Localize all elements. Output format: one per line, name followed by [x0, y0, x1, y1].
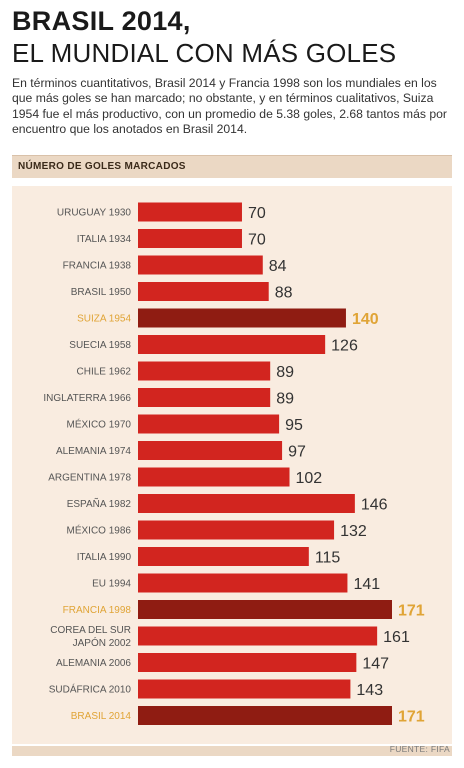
value-label: 115 — [315, 550, 341, 567]
bar — [138, 520, 335, 540]
value-label: 171 — [398, 709, 425, 726]
bar — [138, 626, 378, 646]
category-label: SUDÁFRICA 2010 — [49, 683, 132, 696]
bar — [138, 573, 348, 593]
bar — [138, 653, 357, 672]
category-label: ESPAÑA 1982 — [67, 497, 132, 510]
bar — [138, 679, 351, 699]
category-label: FRANCIA 1998 — [63, 605, 132, 616]
category-label: ITALIA 1934 — [77, 234, 132, 245]
footer-bar — [12, 746, 452, 756]
chart-header-bar: NÚMERO DE GOLES MARCADOS — [12, 155, 452, 178]
category-label: BRASIL 1950 — [71, 287, 132, 298]
category-label: INGLATERRA 1966 — [43, 393, 131, 404]
bar — [138, 547, 309, 566]
category-label: EU 1994 — [92, 579, 131, 590]
bar — [138, 282, 269, 301]
category-label: CHILE 1962 — [77, 367, 132, 378]
value-label: 161 — [383, 629, 410, 646]
category-label: ITALIA 1990 — [77, 552, 132, 563]
category-label: MÉXICO 1986 — [67, 524, 132, 537]
category-label: SUECIA 1958 — [69, 340, 131, 351]
bar — [138, 255, 263, 275]
value-label: 171 — [398, 603, 425, 620]
chart-area: URUGUAY 1930 70 ITALIA 1934 70 FRANCIA 1938 8… — [12, 186, 452, 744]
value-label: 147 — [362, 656, 389, 673]
bar — [138, 335, 326, 354]
value-label: 95 — [285, 417, 303, 434]
category-label: SUIZA 1954 — [77, 314, 131, 325]
category-label: ALEMANIA 2006 — [56, 658, 131, 669]
category-label: ARGENTINA 1978 — [48, 473, 131, 484]
value-label: 140 — [352, 311, 379, 328]
bar — [138, 494, 355, 513]
source-label: FUENTE: FIFA — [389, 744, 450, 754]
chart-title: BRASIL 2014, — [12, 6, 191, 36]
bar — [138, 202, 242, 222]
chart-header-label: NÚMERO DE GOLES MARCADOS — [18, 161, 186, 172]
bar — [138, 229, 242, 248]
bar — [138, 600, 392, 619]
value-label: 89 — [276, 391, 294, 408]
category-label: ALEMANIA 1974 — [56, 446, 131, 457]
value-label: 70 — [248, 232, 266, 249]
bar — [138, 361, 271, 381]
bar — [138, 467, 290, 487]
bar — [138, 308, 346, 328]
bar — [138, 706, 392, 725]
chart-subtitle: EL MUNDIAL CON MÁS GOLES — [12, 38, 397, 68]
category-label: URUGUAY 1930 — [57, 208, 132, 219]
category-label: FRANCIA 1938 — [63, 261, 132, 272]
value-label: 102 — [296, 470, 323, 487]
bar — [138, 388, 271, 407]
value-label: 84 — [269, 258, 287, 275]
intro-paragraph: En términos cuantitativos, Brasil 2014 y… — [12, 76, 447, 136]
value-label: 132 — [340, 523, 367, 540]
category-label: BRASIL 2014 — [71, 711, 132, 722]
value-label: 89 — [276, 364, 294, 381]
value-label: 88 — [275, 285, 293, 302]
value-label: 146 — [361, 497, 388, 514]
bar — [138, 414, 280, 434]
value-label: 97 — [288, 444, 306, 461]
category-label: COREA DEL SUR JAPÓN 2002 — [50, 625, 131, 649]
category-label: MÉXICO 1970 — [67, 418, 132, 431]
value-label: 143 — [356, 682, 383, 699]
value-label: 141 — [353, 576, 380, 593]
bar-chart: URUGUAY 1930 70 ITALIA 1934 70 FRANCIA 1938 8… — [43, 202, 425, 726]
value-label: 70 — [248, 205, 266, 222]
value-label: 126 — [331, 338, 358, 355]
bar — [138, 441, 283, 460]
